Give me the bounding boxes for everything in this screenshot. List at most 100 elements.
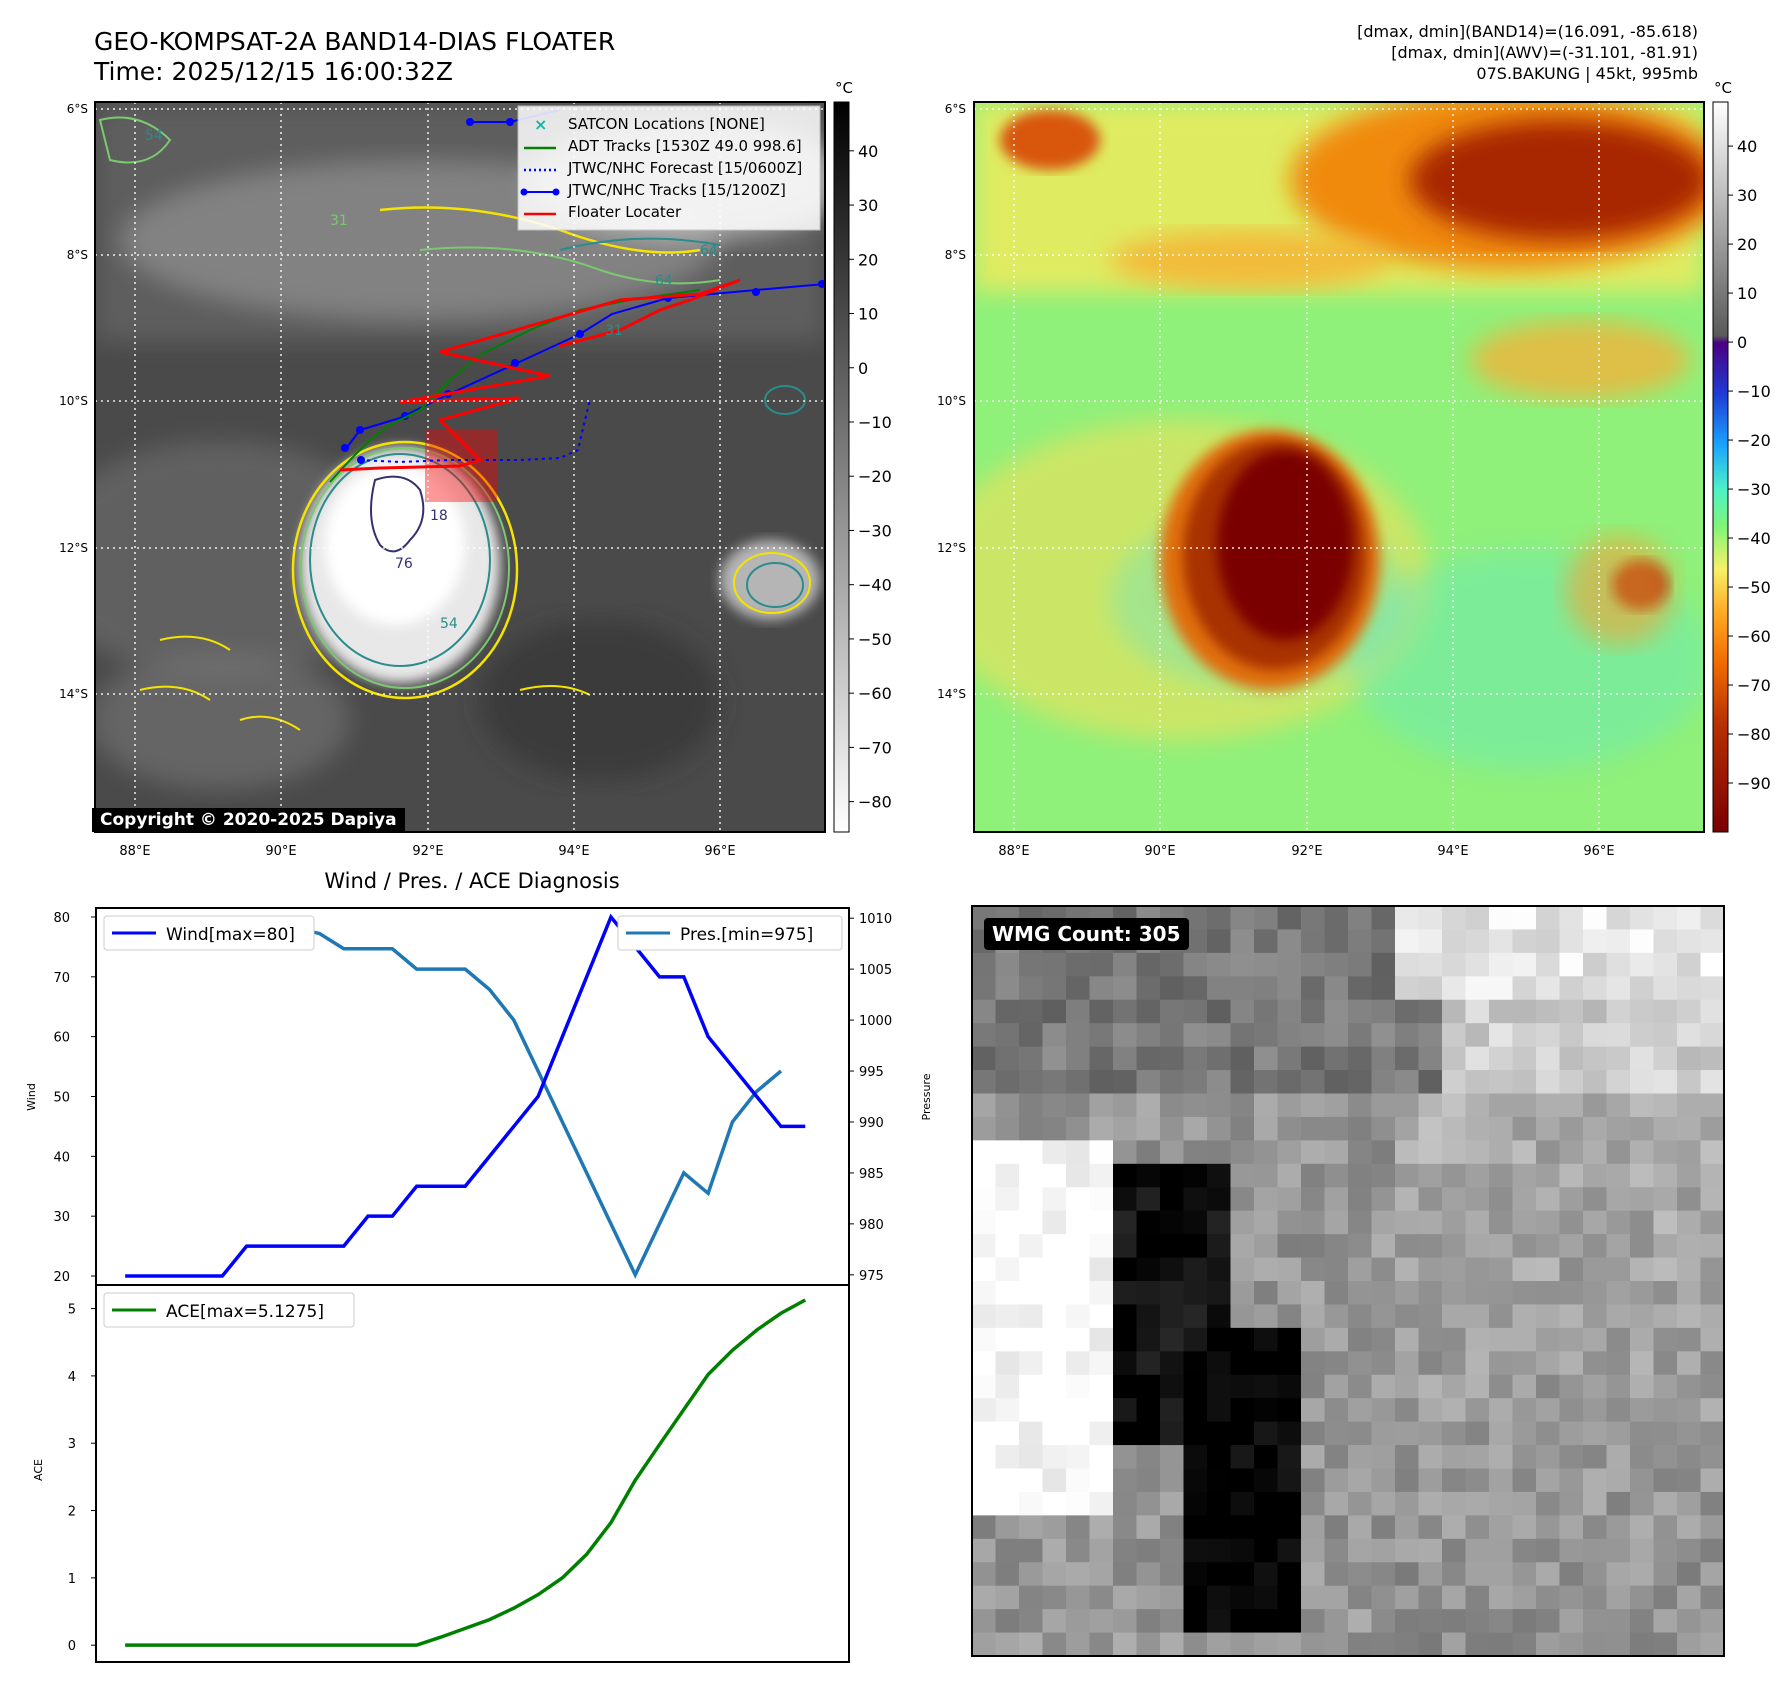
wmg-cell — [1371, 1116, 1396, 1141]
ace-tick-label: 0 — [68, 1639, 76, 1654]
wmg-cell — [1512, 1046, 1537, 1071]
wmg-cell — [1465, 1046, 1490, 1071]
wmg-cell — [1465, 1140, 1490, 1165]
wmg-cell — [1230, 1234, 1255, 1259]
wmg-cell — [1277, 1609, 1302, 1634]
wmg-cell — [1277, 1140, 1302, 1165]
wmg-cell — [1230, 1351, 1255, 1376]
wmg-cell — [1089, 1351, 1114, 1376]
wmg-cell — [1489, 1421, 1513, 1446]
wmg-cell — [972, 1398, 996, 1423]
wmg-cell — [1606, 1538, 1631, 1563]
wmg-cell — [1301, 1281, 1325, 1305]
wmg-cell — [1136, 1140, 1161, 1165]
wmg-cell — [1230, 1116, 1255, 1141]
wmg-cell — [1512, 1421, 1537, 1446]
wmg-cell — [1583, 1398, 1607, 1423]
wmg-cell — [1536, 1351, 1560, 1376]
wmg-cell — [1653, 952, 1678, 977]
wind-legend: Wind[max=80] — [103, 915, 315, 951]
wmg-cell — [1583, 1257, 1607, 1282]
wmg-cell — [1207, 1421, 1231, 1446]
wmg-cell — [1559, 929, 1584, 954]
wmg-cell — [972, 1562, 996, 1587]
wmg-cell — [1089, 1585, 1114, 1610]
wmg-cell — [995, 1304, 1020, 1329]
wmg-cell — [972, 1351, 996, 1376]
wmg-cell — [1136, 1093, 1161, 1118]
wmg-cell — [1254, 1421, 1278, 1446]
wmg-cell — [1348, 1327, 1372, 1352]
wmg-cell — [1254, 1585, 1278, 1610]
wmg-cell — [1512, 1070, 1537, 1094]
wmg-cell — [1418, 999, 1443, 1024]
colorbar-tick-label: −40 — [858, 576, 892, 595]
wmg-cell — [1301, 1093, 1325, 1118]
wmg-cell — [1630, 1421, 1654, 1446]
wmg-cell — [1700, 1515, 1725, 1540]
wmg-cell — [1559, 1609, 1584, 1634]
pressure-tick-label: 985 — [859, 1167, 884, 1182]
pressure-tick-label: 995 — [859, 1065, 884, 1080]
wmg-cell — [1583, 1585, 1607, 1610]
wmg-cell — [1583, 929, 1607, 954]
wmg-cell — [1700, 1023, 1725, 1048]
wmg-cell — [1254, 1609, 1278, 1634]
wmg-cell — [1277, 1632, 1302, 1657]
wmg-cell — [1442, 1468, 1466, 1493]
wmg-cell — [1324, 1023, 1349, 1048]
wmg-cell — [1512, 1374, 1537, 1399]
wmg-cell — [1442, 1538, 1466, 1563]
wmg-cell — [1160, 1187, 1184, 1212]
wmg-cell — [1653, 1140, 1678, 1165]
wmg-cell — [1465, 1562, 1490, 1587]
wmg-cell — [1583, 1070, 1607, 1094]
colorbar-tick-label: −70 — [1737, 676, 1771, 695]
wmg-cell — [1395, 1163, 1419, 1188]
wmg-cell — [1418, 1327, 1443, 1352]
wmg-cell — [1160, 1351, 1184, 1376]
wmg-cell — [1630, 929, 1654, 954]
wmg-cell — [1489, 1585, 1513, 1610]
wmg-cell — [1066, 1374, 1090, 1399]
wmg-cell — [1371, 1281, 1396, 1305]
wmg-cell — [972, 1116, 996, 1141]
wmg-cell — [1089, 1093, 1114, 1118]
wmg-cell — [1160, 1632, 1184, 1657]
wmg-cell — [1230, 1187, 1255, 1212]
wmg-cell — [972, 952, 996, 977]
wmg-cell — [1113, 1562, 1137, 1587]
wmg-cell — [1489, 1327, 1513, 1352]
wmg-cell — [1442, 1093, 1466, 1118]
wmg-cell — [1230, 1468, 1255, 1493]
wmg-cell — [1089, 1023, 1114, 1048]
wind-pres-plot: 20 30 40 50 60 70 80 975 980 985 990 995 1000 1005 101… — [53, 911, 892, 1285]
wmg-cell — [1089, 1562, 1114, 1587]
wmg-cell — [972, 1163, 996, 1188]
colorbar-tick-label: −20 — [858, 467, 892, 486]
wmg-cell — [1160, 1515, 1184, 1540]
wmg-cell — [1277, 1046, 1302, 1071]
wmg-cell — [1653, 1351, 1678, 1376]
wmg-cell — [1324, 1585, 1349, 1610]
colorbar-tick-label: −60 — [1737, 627, 1771, 646]
figure-title: GEO-KOMPSAT-2A BAND14-DIAS FLOATER — [94, 27, 616, 56]
wmg-cell — [1207, 1093, 1231, 1118]
wmg-cell — [995, 1327, 1020, 1352]
wmg-cell — [1489, 1116, 1513, 1141]
wmg-cell — [1230, 1070, 1255, 1094]
jtwc-forecast — [359, 399, 591, 464]
wmg-cell — [1183, 976, 1208, 1001]
wmg-cell — [1536, 1632, 1560, 1657]
wmg-cell — [1536, 1585, 1560, 1610]
wmg-cell — [1136, 1327, 1161, 1352]
wmg-cell — [1019, 1468, 1043, 1493]
wmg-cell — [1536, 929, 1560, 954]
wmg-cell — [972, 1304, 996, 1329]
wmg-cell — [1160, 1116, 1184, 1141]
wmg-cell — [1042, 1515, 1067, 1540]
wmg-cell — [1395, 1046, 1419, 1071]
wmg-cell — [1371, 929, 1396, 954]
wmg-cell — [1583, 1163, 1607, 1188]
